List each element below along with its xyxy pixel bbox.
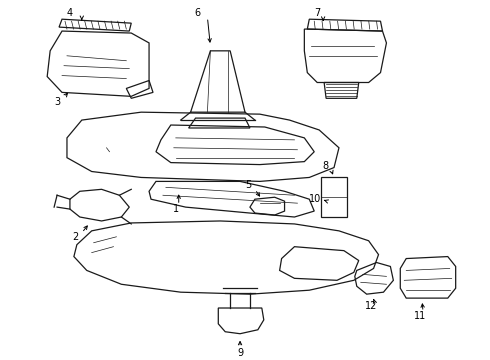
Text: 4: 4 bbox=[67, 8, 73, 18]
Text: 1: 1 bbox=[172, 204, 179, 214]
Text: 5: 5 bbox=[245, 180, 251, 190]
Text: 11: 11 bbox=[414, 311, 426, 321]
Text: 7: 7 bbox=[314, 8, 320, 18]
Text: 2: 2 bbox=[73, 232, 79, 242]
Text: 12: 12 bbox=[366, 301, 378, 311]
Text: 10: 10 bbox=[309, 194, 321, 204]
Text: 8: 8 bbox=[322, 161, 328, 171]
Text: 3: 3 bbox=[54, 97, 60, 107]
Text: 9: 9 bbox=[237, 347, 243, 357]
Text: 6: 6 bbox=[195, 8, 200, 18]
